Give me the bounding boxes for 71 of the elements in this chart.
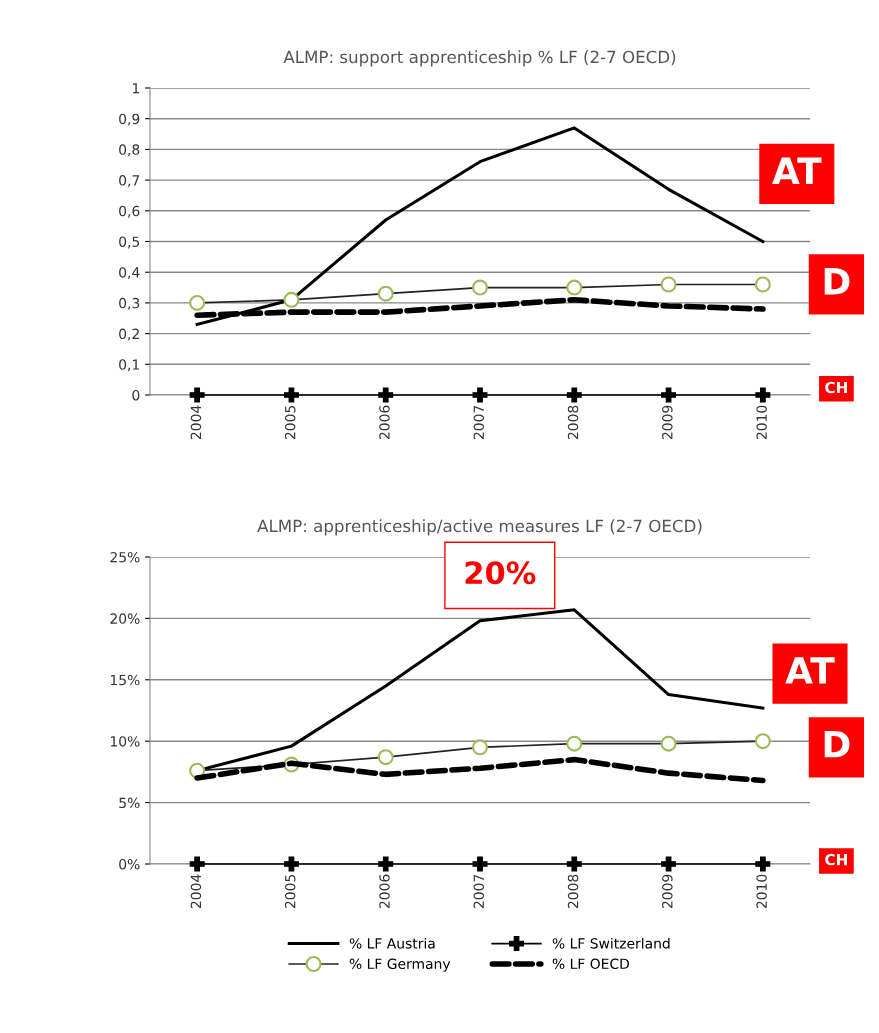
y-tick-label: 0,2 xyxy=(119,328,139,341)
point xyxy=(283,856,299,872)
point xyxy=(660,735,677,752)
x-tick-label: 2010 xyxy=(756,405,767,440)
y-tick-label: 0,9 xyxy=(119,113,140,126)
y-tick-label: 20% xyxy=(110,613,140,624)
legend-label: % LF OECD xyxy=(552,958,629,970)
text: D xyxy=(824,730,850,758)
point xyxy=(566,279,583,296)
point xyxy=(472,279,488,296)
y-tick-label: 0,7 xyxy=(119,175,140,187)
line-series xyxy=(195,126,765,326)
point xyxy=(377,285,394,302)
chart-title: ALMP: support apprenticeship % LF (2-7 OECD) xyxy=(283,50,676,67)
y-tick-label: 10% xyxy=(110,736,140,747)
annotation: AT xyxy=(772,157,822,184)
point xyxy=(472,387,488,403)
x-tick-label: 2006 xyxy=(379,874,390,909)
point xyxy=(661,856,677,872)
y-tick-label: 0,8 xyxy=(119,144,140,157)
point xyxy=(754,733,771,750)
point xyxy=(472,739,488,756)
y-tick-label: 25% xyxy=(110,551,140,563)
point xyxy=(661,387,677,403)
chart-title: ALMP: apprenticeship/active measures LF (2-7 OECD) xyxy=(257,519,702,536)
text: CH xyxy=(825,853,847,866)
y-tick-label: 0,1 xyxy=(119,359,139,372)
x-tick-label: 2004 xyxy=(190,405,202,440)
x-tick-label: 2006 xyxy=(379,405,390,440)
annotation: AT xyxy=(785,657,835,684)
point xyxy=(754,276,771,293)
x-tick-label: 2008 xyxy=(567,405,579,440)
x-tick-label: 2009 xyxy=(662,405,673,440)
point xyxy=(755,387,771,403)
point xyxy=(566,735,583,752)
y-tick-label: 1 xyxy=(132,83,139,94)
y-tick-label: 0,4 xyxy=(119,267,140,280)
y-tick-label: 15% xyxy=(110,674,140,686)
text: D xyxy=(824,268,850,295)
point xyxy=(283,291,300,308)
x-tick-label: 2004 xyxy=(190,874,202,909)
y-tick-label: 0,6 xyxy=(119,205,140,218)
x-tick-label: 2010 xyxy=(756,874,767,909)
x-tick-label: 2009 xyxy=(662,874,673,909)
x-tick-label: 2008 xyxy=(567,874,579,909)
y-tick-label: 0,3 xyxy=(119,297,140,310)
y-tick-label: 0,5 xyxy=(119,236,140,249)
x-tick-label: 2005 xyxy=(284,405,296,440)
point xyxy=(755,856,771,872)
x-tick-label: 2005 xyxy=(284,874,296,909)
legend-label: % LF Switzerland xyxy=(552,937,670,949)
point xyxy=(189,856,205,872)
point xyxy=(378,856,394,872)
x-tick-label: 2007 xyxy=(473,874,485,909)
text: CH xyxy=(825,381,847,394)
annotation: 20% xyxy=(465,561,536,585)
x-tick-label: 2007 xyxy=(473,405,485,440)
point xyxy=(660,276,677,293)
y-tick-label: 0 xyxy=(132,389,140,401)
y-tick-label: 0% xyxy=(119,858,140,870)
y-tick-label: 5% xyxy=(119,797,140,809)
point xyxy=(472,856,488,872)
point xyxy=(566,856,582,872)
point xyxy=(189,387,205,403)
point xyxy=(566,387,582,403)
point xyxy=(283,387,299,403)
legend-label: % LF Austria xyxy=(349,937,435,949)
legend-label: % LF Germany xyxy=(349,958,451,972)
point xyxy=(377,749,394,766)
point xyxy=(378,387,394,403)
point xyxy=(189,294,206,311)
